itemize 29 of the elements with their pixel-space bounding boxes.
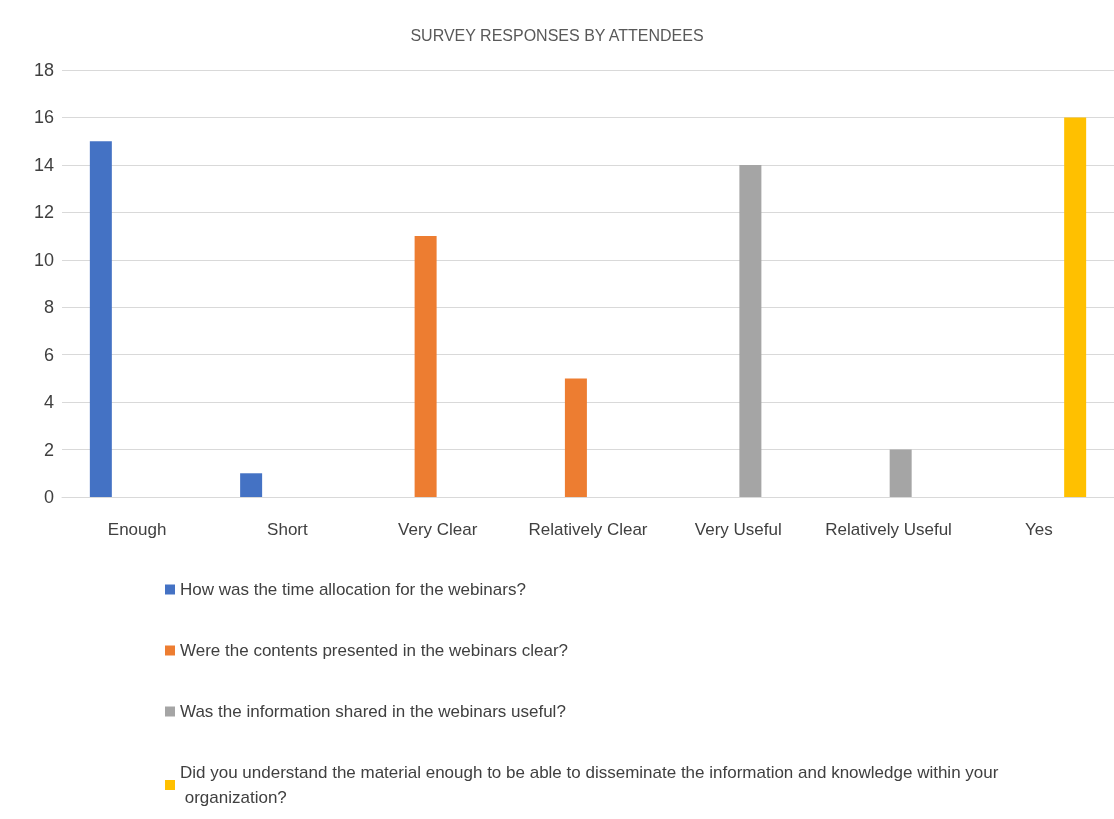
y-tick-label: 2 bbox=[43, 439, 54, 460]
chart-title: SURVEY RESPONSES BY ATTENDEES bbox=[410, 26, 704, 44]
x-tick-label: Very Clear bbox=[398, 519, 478, 539]
bar bbox=[1064, 117, 1087, 497]
legend-label: Did you understand the material enough to be able to disseminate the information and knowledge within your organization? bbox=[180, 763, 999, 807]
legend-label: How was the time allocation for the webinars? bbox=[180, 580, 526, 599]
bar bbox=[89, 141, 112, 497]
bar bbox=[564, 378, 587, 497]
bar bbox=[414, 236, 437, 497]
bar bbox=[240, 473, 263, 497]
legend-label: Were the contents presented in the webinars clear? bbox=[180, 641, 569, 660]
y-tick-label: 14 bbox=[33, 154, 54, 175]
x-tick-label: Relatively Clear bbox=[528, 519, 648, 539]
y-tick-label: 18 bbox=[33, 60, 54, 80]
y-tick-label: 16 bbox=[33, 107, 54, 128]
y-tick-label: 12 bbox=[33, 202, 54, 223]
y-tick-label: 8 bbox=[43, 297, 54, 318]
x-tick-label: Relatively Useful bbox=[825, 519, 952, 539]
y-tick-label: 0 bbox=[43, 487, 54, 507]
y-tick-label: 6 bbox=[43, 344, 54, 365]
bar bbox=[739, 164, 762, 497]
x-tick-label: Very Useful bbox=[694, 519, 782, 539]
y-tick-label: 4 bbox=[43, 392, 54, 413]
y-tick-label: 10 bbox=[33, 249, 54, 270]
x-tick-label: Short bbox=[267, 519, 309, 539]
x-tick-label: Enough bbox=[107, 519, 167, 539]
x-tick-label: Yes bbox=[1024, 519, 1053, 539]
bar bbox=[889, 449, 912, 497]
legend-label: Was the information shared in the webinars useful? bbox=[180, 702, 566, 721]
